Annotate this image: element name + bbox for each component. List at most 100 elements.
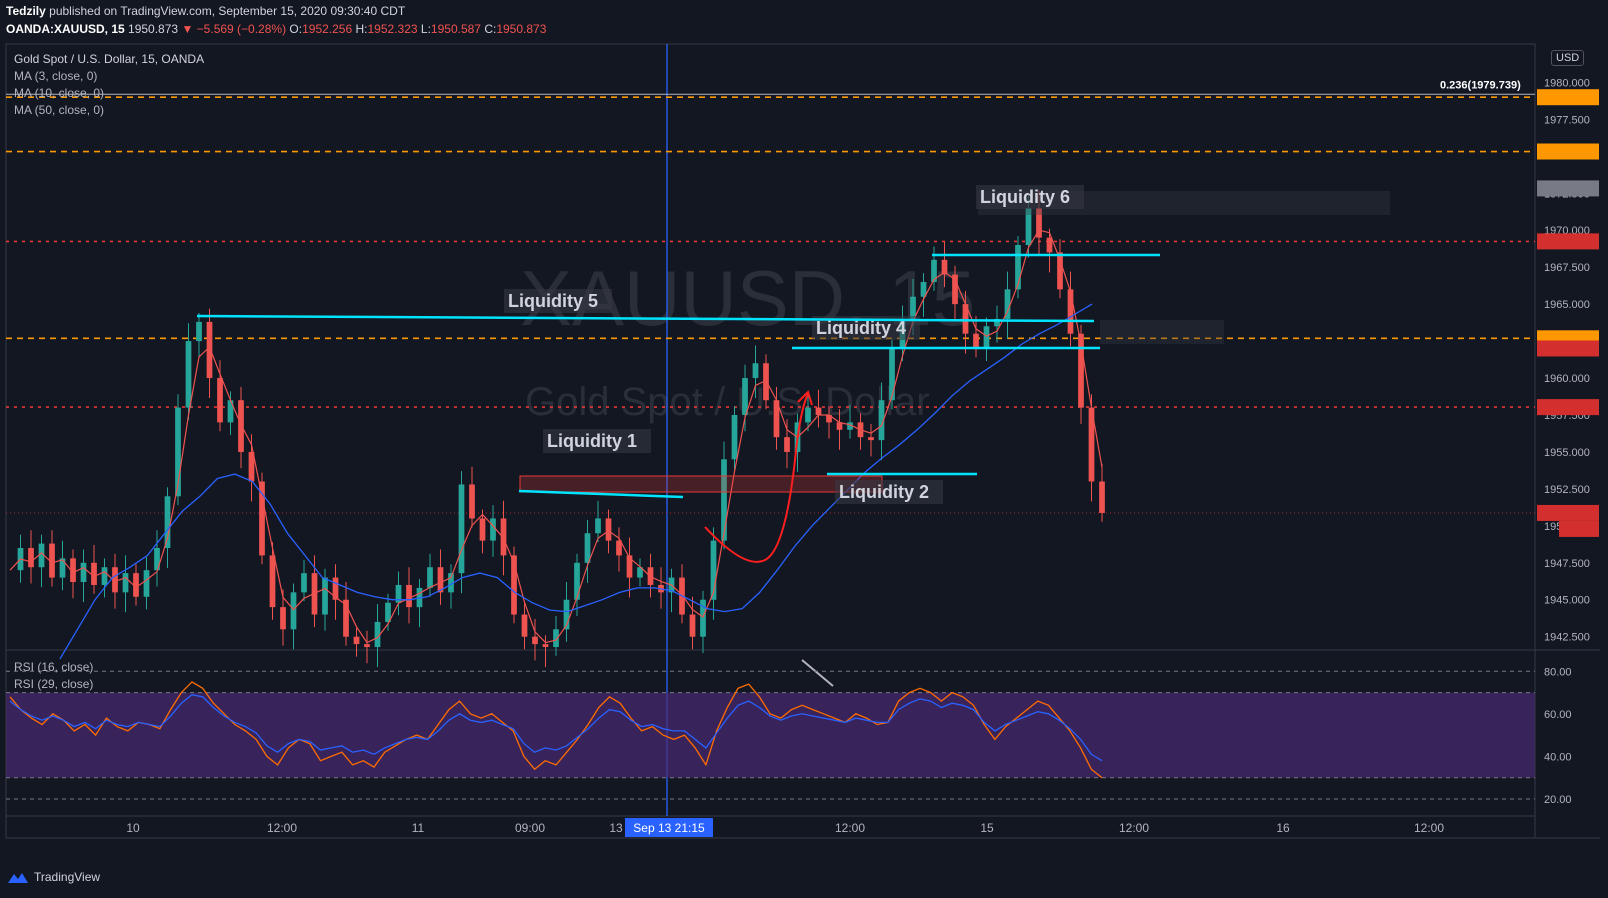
liquidity-line (518, 489, 684, 499)
candle-body (952, 274, 958, 305)
red-arrow-drawing (704, 393, 809, 563)
candle-body (847, 422, 853, 430)
price-tick: 1942.500 (1544, 632, 1590, 644)
legend-ma10[interactable]: MA (10, close, 0) (14, 86, 105, 100)
price-tick: 1980.000 (1544, 77, 1590, 89)
close-label: C: (484, 22, 497, 36)
level-tag-bg (1537, 143, 1599, 160)
candle-body (731, 414, 738, 460)
last-price: 1950.873 (128, 22, 179, 36)
candle-body (710, 540, 717, 600)
liquidity-4-zone (1100, 320, 1224, 344)
ma50-line (59, 303, 1093, 660)
candle-body (868, 437, 874, 441)
level-tag-bg (1537, 89, 1599, 106)
candle-body (154, 548, 160, 571)
symbol-label[interactable]: OANDA:XAUUSD, 15 (6, 22, 125, 36)
liquidity-zone (519, 475, 883, 493)
candle-body (1025, 208, 1032, 246)
candle-body (217, 378, 223, 423)
candle-body (815, 407, 822, 415)
liquidity-label-bg (835, 480, 943, 504)
candle-body (280, 607, 286, 630)
candle-body (826, 414, 832, 423)
series-title[interactable]: Gold Spot / U.S. Dollar, 15, OANDA (14, 52, 205, 66)
time-tick: 10 (126, 821, 140, 835)
price-axis: 1942.5001945.0001947.5001950.0001952.500… (1541, 77, 1591, 643)
legend-ma50[interactable]: MA (50, close, 0) (14, 103, 105, 117)
candle-body (784, 437, 790, 452)
candle-body (49, 543, 55, 578)
candle-body (80, 562, 87, 583)
candle-body (101, 567, 108, 585)
currency-button[interactable]: USD (1551, 50, 1585, 66)
candle-body (1078, 333, 1084, 408)
candle-body (322, 577, 328, 615)
candle-body (259, 481, 265, 556)
candle-body (122, 573, 129, 593)
legend-rsi16[interactable]: RSI (16, close) (14, 660, 94, 674)
candle-body (931, 259, 937, 282)
tradingview-cloud-icon (8, 873, 28, 883)
level-tag-bg (1537, 504, 1599, 521)
candle-body (1046, 237, 1053, 253)
candle-body (994, 318, 1000, 327)
candle-body (175, 407, 181, 497)
down-arrow-icon: ▼ (181, 22, 194, 36)
annotations: Liquidity 1 Liquidity 2 Liquidity 4 Liquidi… (196, 185, 1390, 504)
ma3-line (9, 229, 1103, 644)
legend-ma3[interactable]: MA (3, close, 0) (14, 69, 98, 83)
candle-body (1057, 252, 1063, 290)
candle-body (595, 518, 601, 534)
candle-body (626, 555, 633, 578)
publish-info: published on TradingView.com, September … (49, 4, 406, 18)
legend-rsi29[interactable]: RSI (29, close) (14, 677, 94, 691)
time-tick: 12:00 (1119, 821, 1149, 835)
candle-body (1015, 245, 1021, 290)
rsi-pane: 80.00 60.00 40.00 20.00 (6, 666, 1572, 806)
arrow-head-icon (797, 390, 813, 406)
liquidity-label: Liquidity 4 (816, 318, 906, 338)
brand-logo[interactable]: TradingView (6, 870, 100, 884)
liquidity-label-bg (504, 289, 612, 313)
liquidity-label: Liquidity 5 (508, 291, 598, 311)
open-label: O: (289, 22, 303, 36)
price-tag-bg (1537, 180, 1599, 197)
candle-body (28, 548, 34, 568)
price-tick: 1952.500 (1544, 484, 1590, 496)
price-tick: 1967.500 (1544, 262, 1590, 274)
candle-body (983, 326, 990, 349)
candle-body (941, 259, 948, 275)
price-tick: 1960.000 (1544, 373, 1590, 385)
candle-body (112, 567, 118, 593)
candle-body (553, 629, 559, 648)
author-name[interactable]: Tedzily (6, 4, 46, 18)
candles (17, 190, 1105, 667)
low-value: 1950.587 (430, 22, 481, 36)
candle-body (301, 573, 307, 593)
symbol-header: OANDA:XAUUSD, 15 1950.873 ▼ −5.569 (−0.2… (6, 22, 546, 36)
liquidity-label: Liquidity 2 (839, 482, 929, 502)
time-tick: 12:00 (267, 821, 297, 835)
liquidity-label-bg (543, 429, 651, 453)
candle-body (332, 577, 339, 600)
candle-body (269, 555, 276, 608)
rsi16-line (9, 694, 1103, 762)
candle-body (920, 281, 927, 297)
candle-body (805, 407, 811, 423)
candle-body (196, 321, 202, 342)
candle-body (752, 363, 759, 379)
candle-body (1004, 289, 1011, 319)
candle-body (742, 378, 748, 415)
liquidity-label: Liquidity 1 (547, 431, 637, 451)
candle-body (448, 573, 454, 593)
time-tick: 15 (980, 821, 994, 835)
candle-body (889, 348, 895, 401)
price-tick: 1955.000 (1544, 447, 1590, 459)
high-label: H: (355, 22, 368, 36)
candle-body (406, 584, 412, 608)
candle-body (689, 614, 696, 637)
candle-body (353, 636, 360, 645)
high-value: 1952.323 (367, 22, 418, 36)
